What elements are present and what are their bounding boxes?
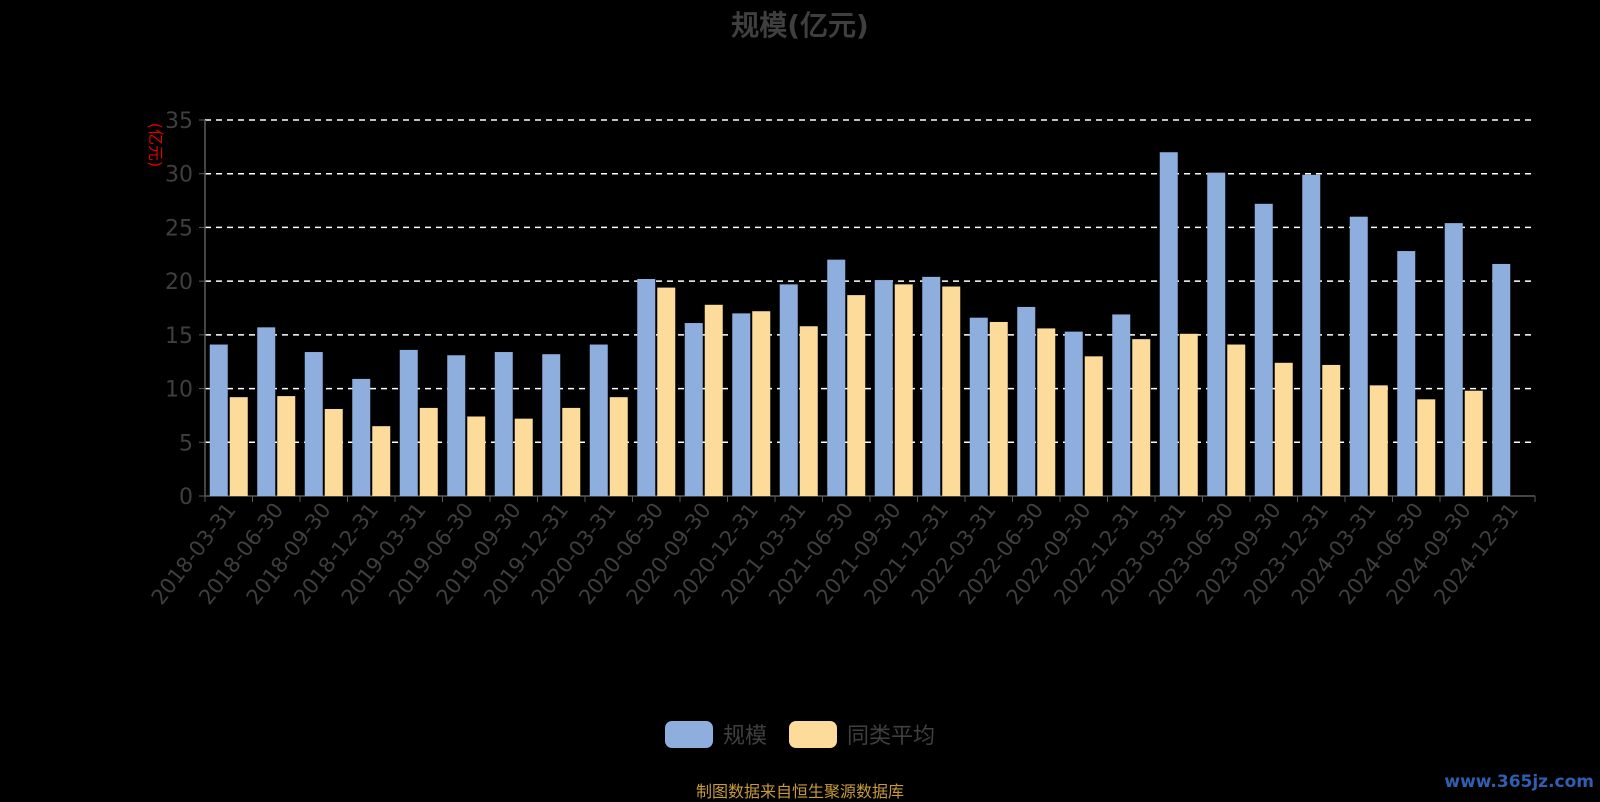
bar-scale — [1064, 331, 1083, 496]
bar-peer-average — [1227, 344, 1246, 496]
bar-scale — [1444, 223, 1463, 497]
bar-peer-average — [1464, 390, 1483, 496]
bar-peer-average — [324, 408, 343, 496]
bar-peer-average — [942, 286, 961, 496]
bar-peer-average — [1132, 339, 1151, 496]
legend-item-peer-average[interactable]: 同类平均 — [789, 718, 935, 750]
bar-scale — [684, 323, 703, 496]
bar-peer-average — [514, 418, 533, 496]
bar-peer-average — [1369, 385, 1388, 496]
bar-peer-average — [894, 284, 913, 496]
y-tick-label: 10 — [165, 378, 193, 403]
bar-scale — [304, 352, 323, 496]
bar-scale — [257, 327, 276, 496]
bar-scale — [969, 317, 988, 496]
bar-peer-average — [562, 407, 581, 496]
bar-peer-average — [372, 426, 391, 496]
bar-scale — [874, 280, 893, 496]
bar-peer-average — [467, 416, 486, 496]
y-axis-label: (亿元) — [146, 123, 165, 168]
bar-scale — [732, 313, 751, 496]
bar-peer-average — [847, 295, 866, 496]
bar-scale — [1492, 263, 1511, 496]
bar-peer-average — [1179, 333, 1198, 496]
bars — [209, 152, 1511, 497]
bar-peer-average — [657, 287, 676, 496]
y-tick-label: 35 — [165, 109, 193, 134]
bar-peer-average — [1037, 328, 1056, 496]
bar-scale — [399, 349, 418, 496]
bar-scale — [827, 259, 846, 496]
bar-peer-average — [1322, 364, 1341, 496]
bar-scale — [922, 276, 941, 496]
bar-peer-average — [1084, 356, 1103, 496]
legend-item-scale[interactable]: 规模 — [664, 718, 767, 750]
bar-scale — [209, 344, 228, 496]
chart-title: 规模(亿元) — [731, 9, 869, 42]
bar-scale — [779, 284, 798, 496]
bar-scale — [352, 378, 371, 496]
legend-swatch-scale — [664, 720, 713, 748]
y-tick-label: 15 — [165, 324, 193, 349]
y-tick-label: 0 — [179, 485, 193, 510]
legend-swatch-peer-average — [789, 720, 837, 748]
bar-peer-average — [1417, 399, 1436, 496]
bar-peer-average — [229, 397, 248, 496]
y-tick-label: 20 — [165, 270, 193, 295]
bar-scale — [637, 278, 656, 496]
y-tick-label: 25 — [165, 216, 193, 241]
bar-peer-average — [419, 407, 438, 496]
bar-scale — [1302, 174, 1321, 496]
bar-scale — [1017, 306, 1036, 496]
bar-peer-average — [989, 321, 1008, 496]
bar-peer-average — [277, 396, 296, 496]
bar-scale — [447, 355, 466, 496]
y-tick-label: 30 — [165, 163, 193, 188]
bar-peer-average — [799, 326, 818, 496]
bar-scale — [1349, 216, 1368, 496]
y-tick-label: 5 — [179, 431, 193, 456]
bar-scale — [589, 344, 608, 496]
bar-scale — [542, 354, 561, 496]
bar-scale — [1112, 314, 1131, 496]
legend-label-peer-average: 同类平均 — [847, 724, 936, 749]
data-source-note: 制图数据来自恒生聚源数据库 — [695, 782, 904, 801]
legend: 规模 同类平均 — [0, 718, 1600, 750]
bar-scale — [1397, 251, 1416, 496]
bar-peer-average — [752, 311, 771, 496]
bar-scale — [1254, 203, 1273, 496]
bar-peer-average — [1274, 362, 1293, 496]
bar-scale — [494, 352, 513, 496]
bar-scale — [1207, 172, 1226, 496]
watermark: www.365jz.com — [1444, 772, 1594, 792]
legend-label-scale: 规模 — [722, 724, 767, 749]
bar-scale — [1159, 152, 1178, 496]
bar-peer-average — [609, 397, 628, 496]
bar-peer-average — [704, 304, 723, 496]
